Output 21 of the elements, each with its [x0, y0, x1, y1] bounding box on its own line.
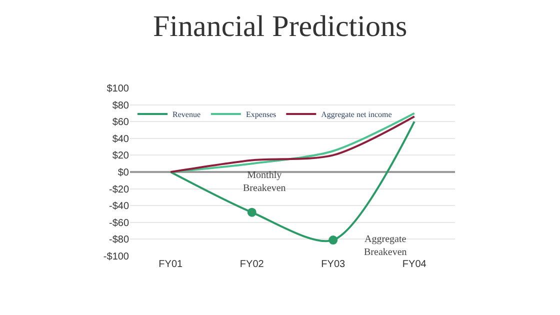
- x-tick-label: FY04: [402, 259, 427, 270]
- y-tick-label: $80: [112, 100, 130, 112]
- legend-label: Aggregate net income: [321, 110, 392, 120]
- y-tick-label: -$20: [108, 184, 130, 196]
- chart-title: Financial Predictions: [153, 10, 408, 43]
- y-tick-label: $20: [112, 150, 130, 162]
- y-tick-label: $60: [112, 117, 130, 128]
- y-tick-label: $100: [106, 84, 130, 94]
- y-tick-label: $40: [112, 134, 130, 145]
- x-tick-label: FY03: [321, 259, 346, 270]
- y-tick-label: -$40: [108, 201, 130, 212]
- y-tick-label: -$80: [108, 234, 130, 246]
- annotation: Aggregate Breakeven: [364, 234, 407, 258]
- legend-label: Revenue: [172, 110, 201, 120]
- y-tick-label: -$100: [103, 252, 130, 262]
- x-tick-label: FY01: [158, 259, 184, 270]
- y-tick-label: $0: [118, 168, 130, 178]
- annotation: Monthly Breakeven: [243, 170, 286, 194]
- y-tick-label: -$60: [108, 218, 130, 229]
- legend-label: Expenses: [246, 110, 276, 120]
- x-tick-label: FY02: [240, 259, 264, 270]
